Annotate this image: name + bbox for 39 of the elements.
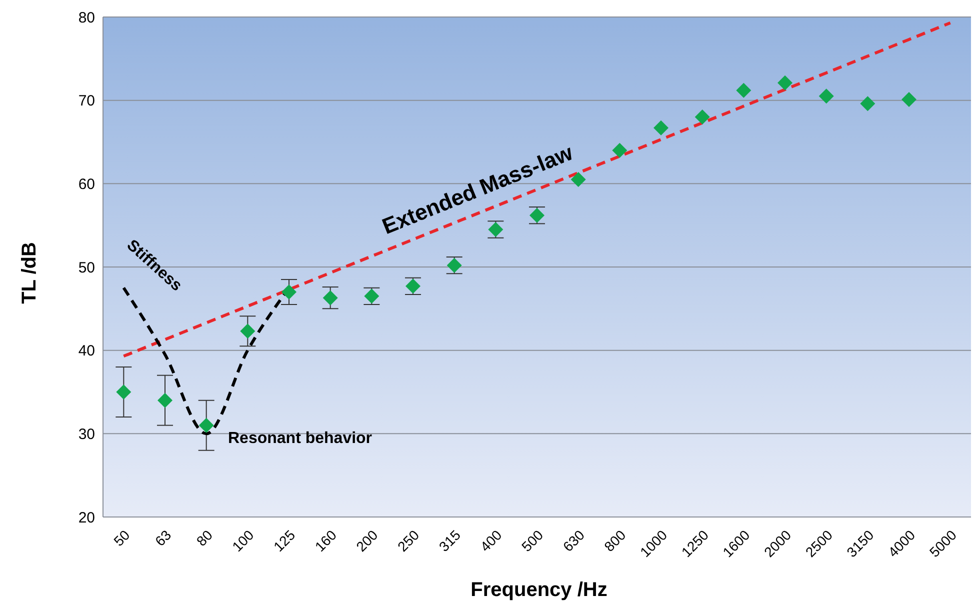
point xyxy=(778,75,792,90)
y-axis-title: TL /dB xyxy=(18,242,40,304)
point xyxy=(198,418,214,433)
y-tick-label: 80 xyxy=(78,9,95,26)
line-series xyxy=(122,21,952,358)
y-tick-label: 20 xyxy=(78,509,95,526)
x-tick-label: 63 xyxy=(152,526,174,550)
y-tick-label: 40 xyxy=(78,342,95,360)
x-tick-label: 100 xyxy=(228,526,257,555)
x-tick-label: 630 xyxy=(560,526,588,555)
x-tick-label: 250 xyxy=(394,526,422,555)
point xyxy=(158,392,172,408)
x-tick-label: 315 xyxy=(436,526,464,555)
point xyxy=(282,284,296,300)
point xyxy=(818,88,834,104)
x-tick-label: 800 xyxy=(600,526,629,555)
point xyxy=(240,324,256,339)
point xyxy=(116,384,132,400)
x-tick-label: 50 xyxy=(110,526,133,550)
x-tick-label: 400 xyxy=(476,526,505,555)
x-tick-label: 160 xyxy=(312,526,340,555)
y-tick-label: 70 xyxy=(78,92,95,110)
x-tick-label: 125 xyxy=(270,526,298,555)
x-tick-label: 500 xyxy=(518,526,546,555)
point xyxy=(570,172,586,187)
point xyxy=(694,110,710,124)
x-tick-label: 80 xyxy=(193,526,216,550)
point xyxy=(322,290,338,306)
x-tick-label: 200 xyxy=(352,526,381,555)
y-tick-label: 60 xyxy=(78,176,95,193)
x-axis-title: Frequency /Hz xyxy=(470,579,608,601)
point xyxy=(654,120,668,136)
annotation: Resonant behavior xyxy=(228,430,372,448)
y-tick-label: 30 xyxy=(78,426,95,443)
point xyxy=(902,92,916,107)
point xyxy=(736,82,752,98)
point xyxy=(612,142,628,158)
y-tick-label: 50 xyxy=(78,259,95,276)
point xyxy=(860,96,876,112)
